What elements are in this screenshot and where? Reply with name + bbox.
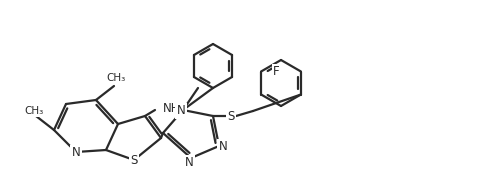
Text: S: S bbox=[130, 154, 137, 167]
Text: S: S bbox=[227, 109, 235, 122]
Text: N: N bbox=[177, 105, 186, 118]
Text: N: N bbox=[218, 140, 227, 153]
Text: N: N bbox=[72, 146, 81, 160]
Text: F: F bbox=[273, 65, 280, 78]
Text: NH₂: NH₂ bbox=[163, 101, 185, 115]
Text: CH₃: CH₃ bbox=[107, 73, 126, 83]
Text: N: N bbox=[185, 156, 193, 170]
Text: CH₃: CH₃ bbox=[25, 106, 44, 116]
